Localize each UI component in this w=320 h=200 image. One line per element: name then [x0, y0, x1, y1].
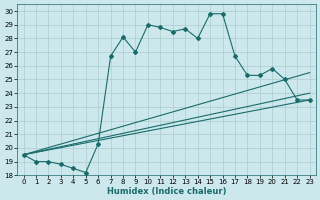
- X-axis label: Humidex (Indice chaleur): Humidex (Indice chaleur): [107, 187, 226, 196]
